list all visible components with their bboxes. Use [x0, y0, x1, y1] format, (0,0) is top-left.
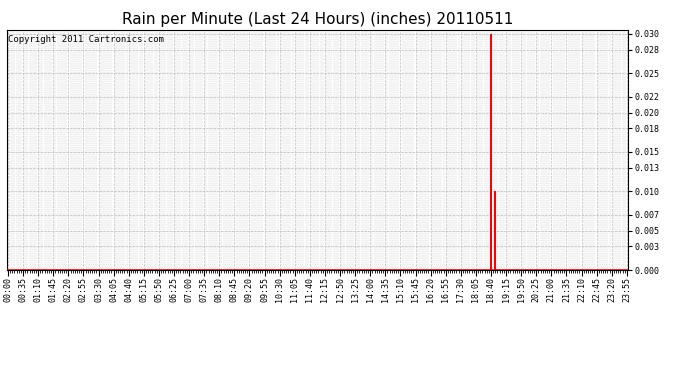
Bar: [490, 34, 492, 270]
Bar: [494, 191, 496, 270]
Text: Copyright 2011 Cartronics.com: Copyright 2011 Cartronics.com: [8, 35, 164, 44]
Title: Rain per Minute (Last 24 Hours) (inches) 20110511: Rain per Minute (Last 24 Hours) (inches)…: [121, 12, 513, 27]
